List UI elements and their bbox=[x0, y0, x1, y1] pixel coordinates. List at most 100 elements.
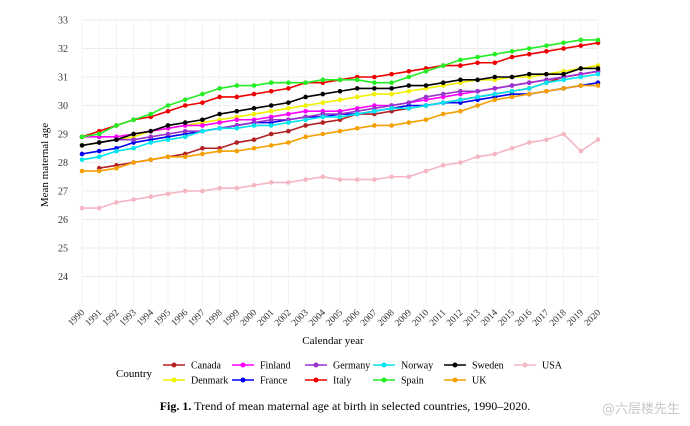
data-point-norway bbox=[337, 114, 343, 120]
data-point-italy bbox=[475, 60, 480, 66]
data-point-sweden bbox=[475, 77, 480, 83]
data-point-italy bbox=[561, 46, 566, 51]
data-point-uk bbox=[200, 151, 205, 157]
legend-label: France bbox=[260, 376, 288, 387]
data-point-spain bbox=[303, 80, 308, 85]
data-point-spain bbox=[440, 63, 446, 68]
legend-label: UK bbox=[472, 376, 487, 387]
data-point-canada bbox=[251, 137, 257, 142]
caption-label: Fig. 1. bbox=[159, 399, 192, 413]
data-point-usa bbox=[234, 185, 240, 191]
data-point-sweden bbox=[234, 108, 240, 114]
legend-item-spain: Spain bbox=[373, 376, 424, 387]
data-point-sweden bbox=[595, 66, 601, 71]
data-point-uk bbox=[458, 108, 463, 114]
legend-label: Italy bbox=[333, 376, 351, 387]
data-point-uk bbox=[320, 131, 326, 137]
data-point-germany bbox=[131, 137, 136, 142]
data-point-uk bbox=[423, 117, 429, 123]
data-point-usa bbox=[96, 205, 102, 211]
data-point-denmark bbox=[320, 100, 326, 105]
data-point-norway bbox=[234, 126, 240, 131]
data-point-norway bbox=[148, 140, 154, 145]
series-norway bbox=[79, 71, 601, 162]
data-point-uk bbox=[234, 148, 240, 154]
data-point-usa bbox=[475, 154, 480, 160]
series-spain bbox=[79, 37, 601, 140]
y-axis-label: Mean maternal age bbox=[39, 123, 51, 207]
data-point-spain bbox=[148, 111, 154, 117]
x-tick-label: 2019 bbox=[565, 308, 586, 329]
x-tick-label: 2007 bbox=[359, 308, 380, 329]
x-tick-label: 1995 bbox=[153, 308, 174, 329]
legend-item-norway: Norway bbox=[373, 361, 433, 372]
x-tick-label: 2002 bbox=[273, 308, 294, 329]
data-point-norway bbox=[268, 123, 274, 128]
data-point-usa bbox=[337, 177, 343, 182]
data-point-sweden bbox=[217, 111, 222, 117]
legend-title: Country bbox=[116, 368, 153, 380]
legend-label: Finland bbox=[260, 361, 291, 372]
data-point-denmark bbox=[354, 94, 360, 100]
y-tick-label: 24 bbox=[58, 272, 68, 283]
legend-item-sweden: Sweden bbox=[444, 361, 504, 372]
data-point-sweden bbox=[303, 94, 308, 100]
data-point-finland bbox=[286, 111, 291, 117]
data-point-uk bbox=[354, 126, 360, 131]
data-point-spain bbox=[79, 134, 85, 140]
x-tick-label: 2000 bbox=[239, 308, 260, 329]
data-point-usa bbox=[354, 177, 360, 182]
data-point-norway bbox=[79, 157, 85, 162]
data-point-spain bbox=[251, 83, 257, 88]
data-point-canada bbox=[200, 145, 205, 151]
data-point-uk bbox=[114, 165, 119, 171]
data-point-italy bbox=[526, 51, 532, 57]
legend: Country Canada Denmark Finland France German… bbox=[116, 361, 563, 387]
data-point-norway bbox=[526, 86, 532, 91]
data-point-canada bbox=[303, 123, 308, 128]
data-point-germany bbox=[440, 91, 446, 97]
series-line-canada bbox=[99, 70, 599, 169]
gridlines bbox=[81, 19, 599, 305]
data-point-norway bbox=[440, 100, 446, 105]
data-point-italy bbox=[286, 86, 291, 91]
x-tick-label: 2020 bbox=[583, 308, 604, 329]
data-point-uk bbox=[96, 168, 102, 174]
data-point-usa bbox=[79, 205, 85, 211]
data-point-uk bbox=[578, 83, 584, 88]
data-point-usa bbox=[131, 197, 136, 202]
data-point-canada bbox=[286, 128, 291, 134]
data-point-sweden bbox=[406, 83, 412, 88]
data-point-germany bbox=[182, 128, 188, 134]
data-point-italy bbox=[389, 71, 394, 77]
data-point-sweden bbox=[165, 123, 171, 128]
legend-item-italy: Italy bbox=[305, 376, 351, 387]
data-point-spain bbox=[509, 49, 515, 54]
data-point-uk bbox=[440, 111, 446, 117]
data-point-sweden bbox=[509, 74, 515, 80]
data-point-italy bbox=[372, 74, 377, 80]
data-point-uk bbox=[492, 97, 498, 103]
legend-item-uk: UK bbox=[444, 376, 487, 387]
data-point-spain bbox=[114, 123, 119, 128]
y-tick-label: 25 bbox=[58, 244, 68, 255]
data-point-germany bbox=[458, 88, 463, 94]
data-point-spain bbox=[337, 77, 343, 83]
data-point-germany bbox=[509, 83, 515, 88]
data-point-spain bbox=[234, 83, 240, 88]
data-point-norway bbox=[131, 145, 136, 151]
x-tick-label: 1998 bbox=[204, 308, 225, 329]
data-point-norway bbox=[354, 111, 360, 117]
legend-swatch-point bbox=[313, 377, 319, 383]
data-point-sweden bbox=[286, 100, 291, 105]
data-point-germany bbox=[423, 94, 429, 100]
data-point-usa bbox=[423, 168, 429, 174]
data-point-usa bbox=[182, 188, 188, 194]
data-point-denmark bbox=[337, 97, 343, 103]
data-point-canada bbox=[320, 120, 326, 125]
data-point-norway bbox=[200, 128, 205, 134]
x-tick-label: 2013 bbox=[462, 308, 483, 329]
legend-swatch-point bbox=[240, 362, 246, 368]
data-point-spain bbox=[544, 43, 549, 48]
y-tick-label: 33 bbox=[58, 16, 68, 27]
